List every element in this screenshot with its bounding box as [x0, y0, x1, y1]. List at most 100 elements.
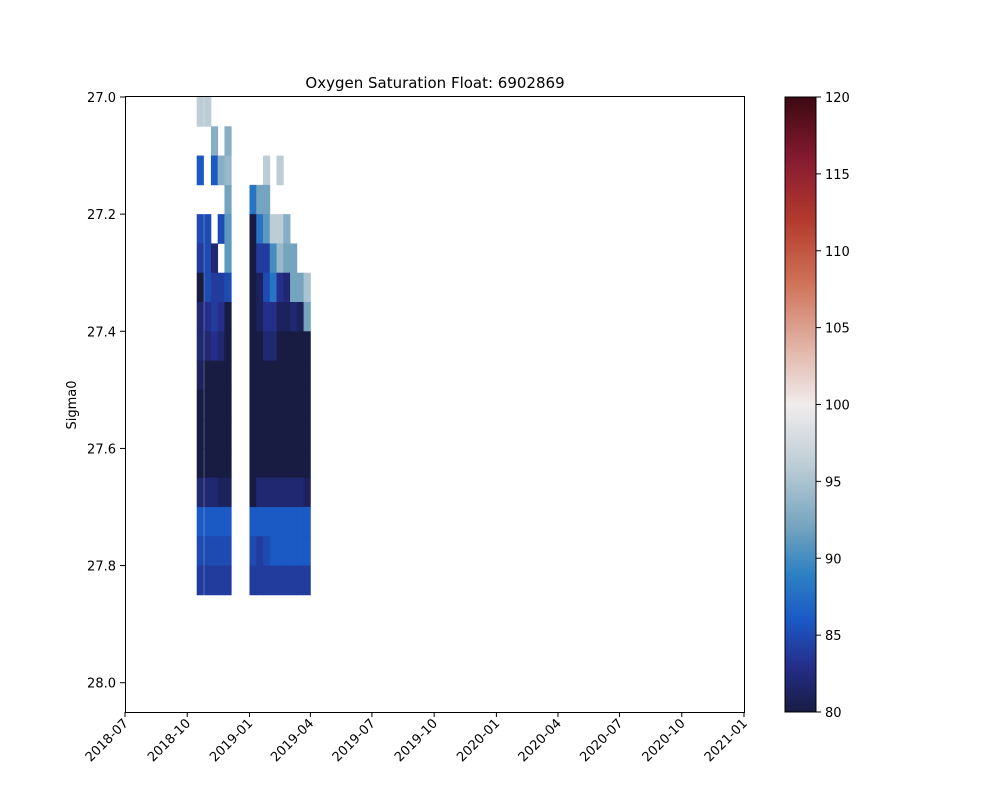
heatmap-cell [196, 302, 204, 332]
heatmap-cell [204, 214, 212, 244]
heatmap-cell [256, 536, 264, 566]
heatmap-cell [303, 389, 311, 420]
heatmap-cell [263, 360, 271, 391]
heatmap-cell [217, 155, 225, 186]
heatmap-cell [249, 507, 257, 537]
heatmap-cell [249, 243, 257, 274]
x-tick-label: 2020-10 [640, 716, 689, 765]
heatmap-cell [224, 302, 232, 332]
heatmap-cell [256, 243, 264, 274]
heatmap-cell [269, 331, 277, 361]
x-tick-label: 2020-01 [454, 716, 503, 765]
heatmap-cell [269, 419, 277, 449]
heatmap-cell [224, 214, 232, 244]
heatmap-cell [256, 507, 264, 537]
heatmap-cells [196, 97, 311, 596]
heatmap-cell [217, 565, 225, 596]
heatmap-cell [303, 477, 311, 508]
heatmap-cell [290, 448, 298, 479]
heatmap-cell [303, 331, 311, 361]
heatmap-cell [256, 419, 264, 449]
heatmap-cell [269, 360, 277, 391]
x-axis: 2018-07 2018-10 2019-01 2019-04 2019-07 2019-… [83, 712, 751, 765]
heatmap-cell [204, 97, 212, 127]
heatmap-cell [196, 565, 204, 596]
colorbar-tick-label: 95 [825, 475, 842, 490]
heatmap-cell [276, 477, 284, 508]
y-tick-label: 27.4 [87, 325, 116, 340]
heatmap-cell [283, 448, 291, 479]
heatmap-cell [290, 302, 298, 332]
heatmap-cell [290, 243, 298, 274]
heatmap-cell [303, 507, 311, 537]
heatmap-cell [269, 507, 277, 537]
colorbar-tick-label: 120 [825, 91, 850, 106]
y-tick-label: 28.0 [87, 677, 116, 692]
heatmap-cell [263, 243, 271, 274]
heatmap-cell [283, 536, 291, 566]
heatmap-cell [249, 536, 257, 566]
heatmap-cell [210, 448, 219, 479]
colorbar-tick-label: 110 [825, 245, 850, 260]
heatmap-cell [217, 419, 225, 449]
heatmap-cell [296, 536, 304, 566]
heatmap-cell [204, 448, 212, 479]
heatmap-cell [276, 272, 284, 303]
heatmap-cell [263, 184, 271, 215]
heatmap-cell [276, 214, 284, 244]
heatmap-cell [296, 360, 304, 391]
heatmap-cell [263, 389, 271, 420]
heatmap-cell [256, 477, 264, 508]
heatmap-cell [276, 155, 284, 186]
heatmap-cell [249, 331, 257, 361]
heatmap-cell [210, 477, 219, 508]
heatmap-cell [196, 389, 204, 420]
heatmap-cell [276, 448, 284, 479]
heatmap-cell [196, 97, 204, 127]
heatmap-cell [296, 331, 304, 361]
heatmap-cell [204, 565, 212, 596]
heatmap-cell [204, 331, 212, 361]
heatmap-cell [276, 419, 284, 449]
heatmap-cell [276, 360, 284, 391]
heatmap-cell [256, 360, 264, 391]
y-tick-label: 27.0 [87, 91, 116, 106]
heatmap-cell [283, 302, 291, 332]
colorbar-tick-label: 80 [825, 706, 842, 721]
heatmap-cell [276, 565, 284, 596]
heatmap-cell [303, 272, 311, 303]
heatmap-cell [256, 214, 264, 244]
heatmap-cell [290, 507, 298, 537]
heatmap-cell [296, 272, 304, 303]
heatmap-cell [217, 507, 225, 537]
x-tick-label: 2018-10 [145, 716, 194, 765]
heatmap-cell [204, 302, 212, 332]
heatmap-cell [210, 507, 219, 537]
heatmap-cell [290, 389, 298, 420]
x-tick-label: 2020-07 [577, 716, 626, 765]
heatmap-cell [224, 419, 232, 449]
heatmap-cell [283, 507, 291, 537]
heatmap-cell [290, 477, 298, 508]
heatmap-cell [196, 448, 204, 479]
heatmap-cell [296, 389, 304, 420]
heatmap-cell [249, 389, 257, 420]
heatmap-cell [263, 155, 271, 186]
colorbar [784, 96, 817, 713]
heatmap-cell [283, 565, 291, 596]
chart-title: Oxygen Saturation Float: 6902869 [305, 74, 564, 92]
heatmap-cell [263, 214, 271, 244]
heatmap-cell [263, 419, 271, 449]
heatmap-cell [263, 507, 271, 537]
heatmap-cell [290, 419, 298, 449]
y-tick-label: 27.8 [87, 560, 116, 575]
heatmap-cell [283, 331, 291, 361]
heatmap-cell [296, 302, 304, 332]
heatmap-cell [256, 448, 264, 479]
y-axis: 27.0 27.2 27.4 27.6 27.8 28.0 [87, 91, 125, 692]
colorbar-tick-label: 115 [825, 168, 850, 183]
heatmap-cell [204, 272, 212, 303]
heatmap-cell [204, 507, 212, 537]
heatmap-cell [269, 536, 277, 566]
heatmap-cell [204, 243, 212, 274]
